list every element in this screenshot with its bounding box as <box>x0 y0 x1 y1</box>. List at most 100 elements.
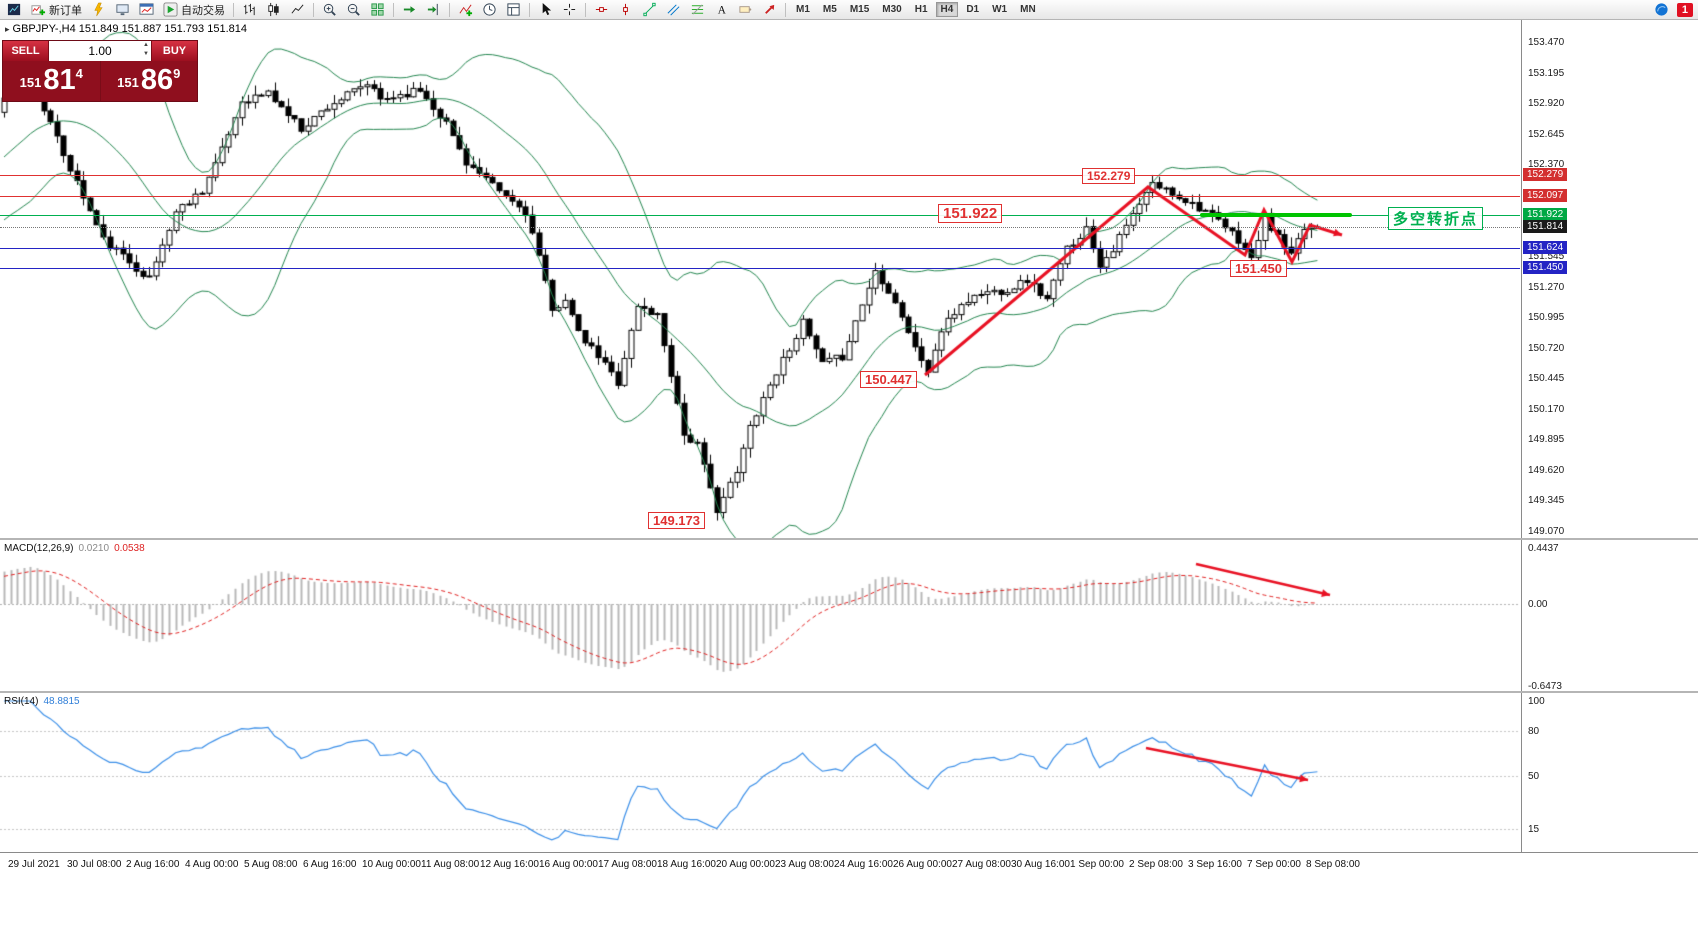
stepper-down-icon[interactable]: ▼ <box>143 51 149 57</box>
crosshair-icon[interactable] <box>558 0 581 20</box>
vline-icon[interactable] <box>614 0 637 20</box>
arrows-icon[interactable] <box>758 0 781 20</box>
time-axis-label: 12 Aug 16:00 <box>480 859 539 870</box>
buy-price[interactable]: 151 86 9 <box>101 61 198 101</box>
sell-price[interactable]: 151 81 4 <box>3 61 101 101</box>
panel-separator[interactable] <box>0 538 1698 540</box>
bar-chart-icon[interactable] <box>238 0 261 20</box>
expert-advisor-icon <box>116 4 129 16</box>
macd-axis-label: -0.6473 <box>1528 681 1562 692</box>
channel-icon <box>667 4 680 16</box>
price-chart-canvas[interactable] <box>0 20 1698 538</box>
timeframe-button-m30[interactable]: M30 <box>882 4 902 15</box>
autotrade-button-label: 自动交易 <box>181 4 225 17</box>
community-icon[interactable] <box>1650 0 1673 20</box>
timeframe-button-w1[interactable]: W1 <box>992 4 1008 15</box>
sell-button[interactable]: SELL <box>3 41 49 61</box>
autotrade-icon <box>163 2 178 17</box>
macd-indicator-label: MACD(12,26,9) 0.0210 0.0538 <box>4 543 145 554</box>
panel-separator[interactable] <box>0 691 1698 693</box>
trade-panel-prices: 151 81 4 151 86 9 <box>3 61 197 101</box>
toolbar-separator <box>529 2 530 17</box>
timeframe-button-mn[interactable]: MN <box>1020 4 1036 15</box>
zoom-in-icon[interactable] <box>318 0 341 20</box>
lightning-icon <box>94 2 103 17</box>
timeframe-button-h4[interactable]: H4 <box>935 2 959 17</box>
macd-name: MACD(12,26,9) <box>4 543 74 554</box>
sell-price-main: 151 <box>19 75 42 90</box>
label-icon <box>739 6 752 13</box>
lot-stepper[interactable]: ▲ ▼ <box>143 41 149 59</box>
expand-triangle-icon[interactable]: ▸ <box>5 24 10 34</box>
fibonacci-icon[interactable] <box>686 0 709 20</box>
auto-scroll-icon[interactable] <box>398 0 421 20</box>
app-icon[interactable] <box>3 0 26 20</box>
hline-icon[interactable] <box>590 0 613 20</box>
rsi-panel-canvas[interactable] <box>0 693 1698 852</box>
timeframe-button-m1[interactable]: M1 <box>796 4 810 15</box>
stepper-up-icon[interactable]: ▲ <box>143 42 149 48</box>
tile-windows-icon[interactable] <box>366 0 389 20</box>
candle-chart-icon[interactable] <box>262 0 285 20</box>
text-icon[interactable]: A <box>710 0 733 20</box>
channel-icon[interactable] <box>662 0 685 20</box>
indicators-icon[interactable] <box>454 0 477 20</box>
label-icon[interactable] <box>734 0 757 20</box>
bar-chart-icon <box>243 3 255 16</box>
lightning-icon[interactable] <box>87 0 110 20</box>
price-axis-label: 150.720 <box>1528 343 1565 354</box>
timeframe-button-d1[interactable]: D1 <box>966 4 980 15</box>
time-axis-label: 4 Aug 00:00 <box>185 859 239 870</box>
macd-panel-canvas[interactable] <box>0 540 1698 691</box>
cursor-icon <box>542 2 552 16</box>
price-axis[interactable]: 153.470 153.195 152.920 152.645 152.370 151.5… <box>1521 20 1698 852</box>
chart-shift-icon <box>427 3 438 16</box>
autotrade-button[interactable]: 自动交易 <box>159 0 229 20</box>
time-axis-label: 1 Sep 00:00 <box>1070 859 1124 870</box>
line-chart-icon[interactable] <box>286 0 309 20</box>
new-order-button[interactable]: 新订单 <box>27 0 86 20</box>
chart-shift-icon[interactable] <box>422 0 445 20</box>
time-axis-label: 3 Sep 16:00 <box>1188 859 1242 870</box>
time-axis-label: 7 Sep 00:00 <box>1247 859 1301 870</box>
time-axis-label: 2 Sep 08:00 <box>1129 859 1183 870</box>
sell-price-pips: 81 <box>43 64 76 96</box>
buy-button[interactable]: BUY <box>151 41 197 61</box>
trendline-icon <box>643 2 656 17</box>
zoom-out-icon[interactable] <box>342 0 365 20</box>
price-tag: 151.922 <box>1523 208 1568 221</box>
community-icon <box>1655 3 1668 16</box>
timeframe-button-m15[interactable]: M15 <box>849 4 870 15</box>
buy-price-point: 9 <box>173 66 181 81</box>
toolbar-separator <box>393 2 394 17</box>
trendline-icon[interactable] <box>638 0 661 20</box>
time-axis-label: 26 Aug 00:00 <box>893 859 952 870</box>
zoom-out-icon <box>347 3 360 16</box>
price-axis-label: 152.370 <box>1528 159 1565 170</box>
expert-advisor-icon[interactable] <box>111 0 134 20</box>
time-axis-label: 17 Aug 08:00 <box>598 859 657 870</box>
time-axis-label: 2 Aug 16:00 <box>126 859 180 870</box>
svg-text:A: A <box>718 4 727 16</box>
time-axis-label: 5 Aug 08:00 <box>244 859 298 870</box>
lot-size-input[interactable]: 1.00 ▲ ▼ <box>49 41 151 61</box>
templates-icon[interactable] <box>502 0 525 20</box>
time-axis[interactable]: 29 Jul 2021 30 Jul 08:00 2 Aug 16:00 4 Aug … <box>0 852 1698 946</box>
price-axis-label: 150.995 <box>1528 312 1565 323</box>
notification-badge[interactable]: 1 <box>1676 2 1693 17</box>
time-axis-label: 18 Aug 16:00 <box>657 859 716 870</box>
chart-window-icon[interactable] <box>135 0 158 20</box>
periods-icon[interactable] <box>478 0 501 20</box>
cursor-icon[interactable] <box>534 0 557 20</box>
timeframe-button-h1[interactable]: H1 <box>914 4 928 15</box>
price-axis-label: 150.170 <box>1528 404 1565 415</box>
time-axis-label: 30 Jul 08:00 <box>67 859 122 870</box>
timeframe-button-m5[interactable]: M5 <box>822 4 837 15</box>
one-click-trading-panel: SELL 1.00 ▲ ▼ BUY 151 81 4 151 86 9 <box>2 40 198 102</box>
rsi-axis-label: 80 <box>1528 726 1540 737</box>
toolbar-separator <box>313 2 314 17</box>
rsi-name: RSI(14) <box>4 696 39 707</box>
macd-axis-label: 0.4437 <box>1528 543 1559 554</box>
price-tag: 151.814 <box>1523 220 1568 233</box>
